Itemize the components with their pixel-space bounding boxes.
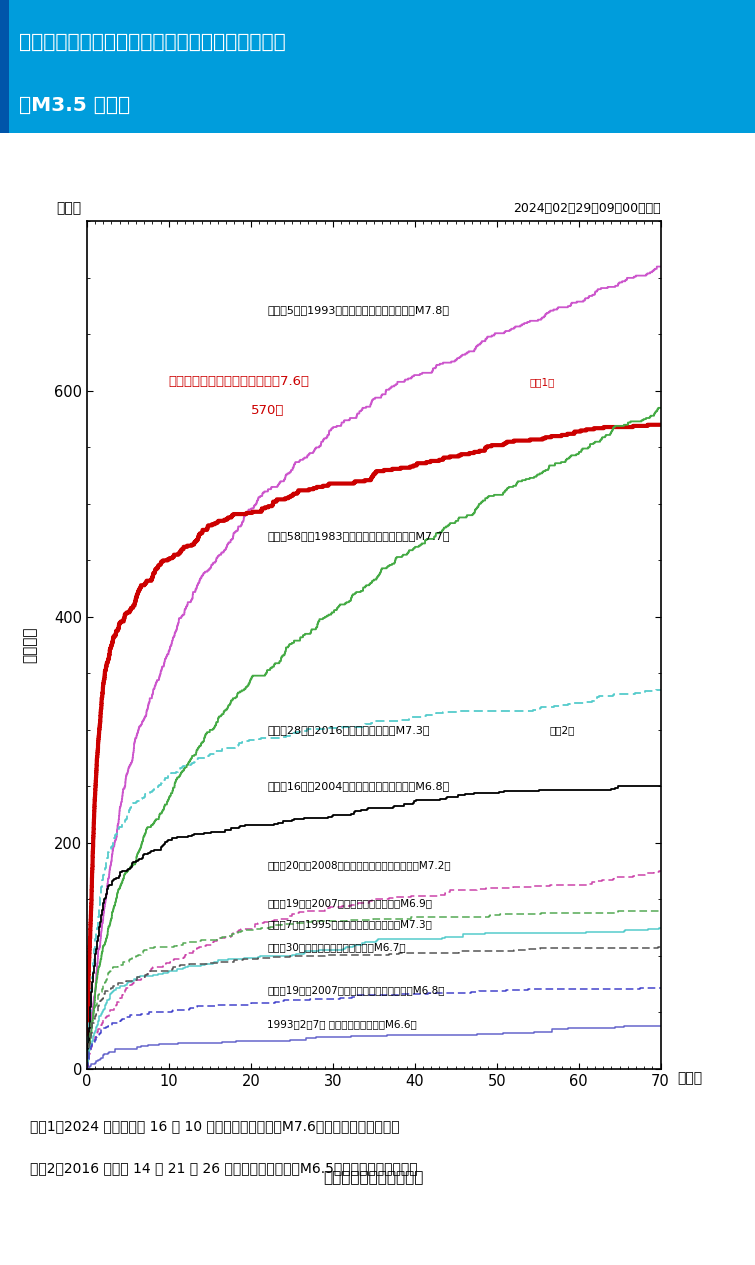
Bar <box>0 0 9 133</box>
Text: （注1）: （注1） <box>529 377 555 387</box>
Text: 「平成7年（1995年）兵庫県南部地震」（M7.3）: 「平成7年（1995年）兵庫県南部地震」（M7.3） <box>267 920 432 930</box>
Text: 活動開始からの経過日数: 活動開始からの経過日数 <box>324 1170 424 1185</box>
Text: 「平成28年（2016年）熊本地震」（M7.3）: 「平成28年（2016年）熊本地震」（M7.3） <box>267 725 430 735</box>
Text: 「令和６年能登半島地震」（Ｍ7.6）: 「令和６年能登半島地震」（Ｍ7.6） <box>169 376 310 388</box>
Text: （注2）2016 年４月 14 日 21 時 26 分に発生した地震（M6.5）を起点にカウント。: （注2）2016 年４月 14 日 21 時 26 分に発生した地震（M6.5）… <box>30 1161 418 1175</box>
Text: （日）: （日） <box>677 1071 702 1085</box>
Text: 「平成19年（2007年）能登半島地震」（M6.9）: 「平成19年（2007年）能登半島地震」（M6.9） <box>267 898 432 908</box>
Text: 内陸及び沿岸で発生した主な地震の地震回数比較: 内陸及び沿岸で発生した主な地震の地震回数比較 <box>19 33 285 52</box>
Text: （注2）: （注2） <box>550 725 575 735</box>
Text: 1993年2月7日 能登半島沖の地震（M6.6）: 1993年2月7日 能登半島沖の地震（M6.6） <box>267 1018 417 1028</box>
Text: （回）: （回） <box>57 201 82 215</box>
Text: 「平成5年（1993年）北海道南西沖地震」（M7.8）: 「平成5年（1993年）北海道南西沖地震」（M7.8） <box>267 305 449 315</box>
Text: （M3.5 以上）: （M3.5 以上） <box>19 96 130 115</box>
Text: 2024年02月29日09時00分現在: 2024年02月29日09時00分現在 <box>513 202 661 215</box>
Text: 「平成16年（2004年）新潟県中越地震」（M6.8）: 「平成16年（2004年）新潟県中越地震」（M6.8） <box>267 782 449 792</box>
Text: 「平成20年（2008年）岩手・宮城内陸地震」（M7.2）: 「平成20年（2008年）岩手・宮城内陸地震」（M7.2） <box>267 860 451 870</box>
Text: （注1）2024 年１月１日 16 時 10 分に発生した地震（M7.6）を起点にカウント。: （注1）2024 年１月１日 16 時 10 分に発生した地震（M7.6）を起点… <box>30 1120 400 1133</box>
Text: 「昭和58年（1983年）日本海中部地震」（M7.7）: 「昭和58年（1983年）日本海中部地震」（M7.7） <box>267 530 450 540</box>
Text: 積算回数: 積算回数 <box>23 627 38 663</box>
Text: 「平成19年（2007年）新潟県中越沖地震」（M6.8）: 「平成19年（2007年）新潟県中越沖地震」（M6.8） <box>267 985 445 994</box>
Text: 570回: 570回 <box>251 404 284 416</box>
Text: 「平成30年北海道胆振東部地震」（M6.7）: 「平成30年北海道胆振東部地震」（M6.7） <box>267 942 405 951</box>
